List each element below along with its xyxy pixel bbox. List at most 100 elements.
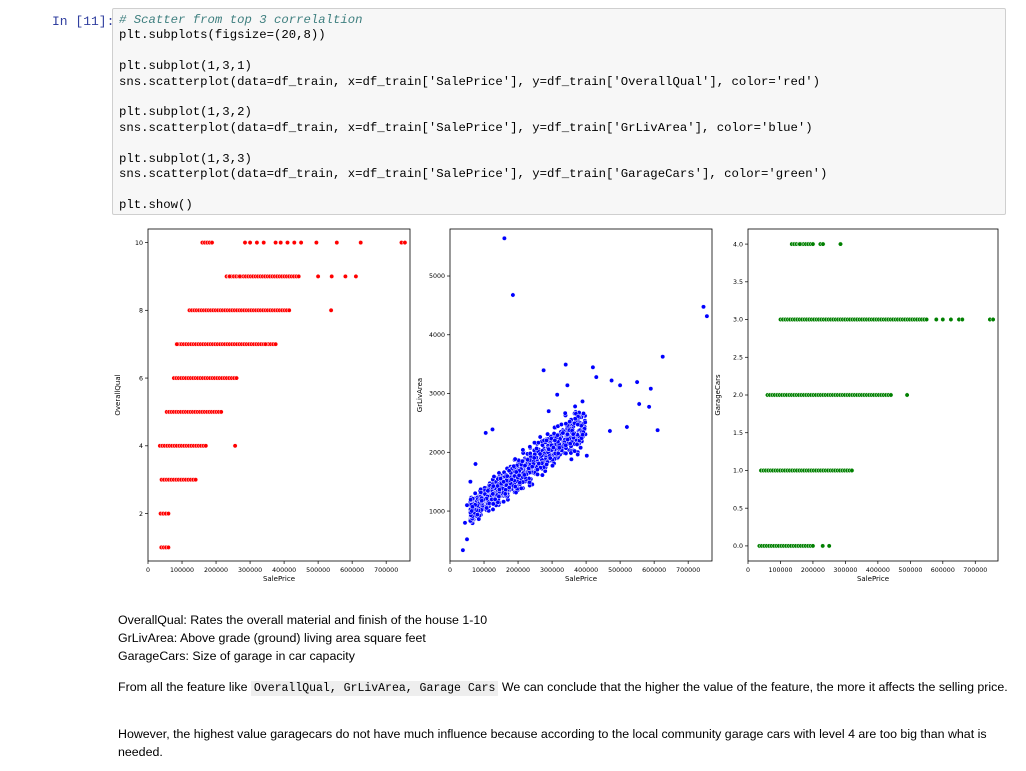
data-point [574, 441, 580, 447]
data-point [484, 505, 490, 511]
inline-code: OverallQual, GrLivArea, Garage Cars [250, 681, 499, 696]
data-point [254, 240, 260, 246]
code-line: sns.scatterplot(data=df_train, x=df_trai… [119, 120, 813, 135]
x-tick-label: 700000 [963, 567, 987, 574]
markdown-note: However, the highest value garagecars do… [118, 727, 987, 759]
data-point [535, 471, 540, 477]
data-point [462, 520, 468, 526]
data-point [581, 411, 586, 416]
code-line: # Scatter from top 3 correlaltion [119, 13, 363, 27]
data-point [546, 446, 552, 452]
data-point [358, 240, 364, 246]
data-point [580, 398, 585, 404]
code-editor[interactable]: # Scatter from top 3 correlaltion plt.su… [119, 13, 827, 213]
markdown-conclusion: From all the feature like OverallQual, G… [118, 678, 1008, 698]
data-point [624, 424, 630, 430]
data-point [531, 455, 537, 461]
y-tick-label: 2000 [429, 449, 445, 456]
data-point [510, 292, 516, 298]
x-tick-label: 500000 [608, 567, 632, 574]
code-line: plt.subplot(1,3,3) [119, 151, 252, 166]
data-point [291, 240, 297, 246]
data-point [474, 512, 480, 518]
data-point [520, 447, 526, 453]
x-tick-label: 400000 [866, 567, 890, 574]
data-point [593, 374, 599, 380]
definition-overallqual: OverallQual: Rates the overall material … [118, 613, 488, 627]
data-point [582, 419, 588, 425]
x-tick-label: 200000 [506, 567, 530, 574]
y-tick-label: 2.0 [733, 392, 743, 399]
data-point [990, 317, 996, 322]
data-point [572, 403, 578, 409]
data-point [568, 456, 574, 462]
y-tick-label: 2.5 [733, 354, 743, 361]
data-point [512, 484, 518, 490]
x-tick-label: 600000 [931, 567, 955, 574]
data-point [590, 364, 596, 370]
data-point [165, 544, 171, 550]
data-point [556, 445, 562, 451]
data-point [534, 467, 540, 473]
data-point [313, 240, 319, 246]
data-point [334, 240, 340, 246]
data-point [490, 483, 496, 489]
x-tick-label: 100000 [768, 567, 792, 574]
data-point [218, 409, 224, 415]
data-point [529, 464, 535, 470]
data-point [547, 455, 553, 461]
data-point [501, 235, 507, 241]
data-point [537, 434, 543, 440]
plot-frame [449, 228, 713, 562]
data-point [563, 450, 569, 456]
x-tick-label: 300000 [833, 567, 857, 574]
output-figure: 0 100000 200000 300000 400000 500000 600000 700… [112, 222, 1006, 594]
data-point [467, 479, 473, 485]
data-point [464, 502, 470, 508]
y-tick-label: 4000 [429, 332, 445, 339]
data-point [262, 341, 268, 347]
data-point [904, 392, 910, 398]
conclusion-text-start: From all the feature like [118, 680, 251, 694]
y-tick-label: 4.0 [733, 241, 743, 248]
y-tick-label: 1.0 [733, 468, 743, 475]
data-point [478, 489, 484, 495]
data-point [342, 273, 348, 279]
data-point [537, 451, 543, 457]
data-point [513, 469, 519, 475]
data-point [558, 422, 564, 427]
data-point [506, 468, 512, 474]
data-point [924, 317, 930, 322]
data-point [353, 273, 359, 279]
x-tick-label: 400000 [574, 567, 598, 574]
data-point [490, 491, 496, 497]
data-point [509, 476, 515, 482]
data-point [469, 504, 475, 510]
data-point [648, 386, 654, 392]
x-axis-label: SalePrice [263, 575, 295, 583]
data-point [820, 241, 826, 247]
y-tick-label: 1.5 [733, 430, 743, 437]
x-tick-label: 0 [448, 567, 452, 574]
data-point [464, 536, 470, 542]
x-tick-label: 300000 [238, 567, 262, 574]
x-tick-label: 500000 [898, 567, 922, 574]
data-point [570, 431, 576, 437]
x-tick-label: 600000 [642, 567, 666, 574]
data-point [888, 392, 894, 398]
x-tick-label: 600000 [340, 567, 364, 574]
data-point [473, 461, 478, 467]
data-point [513, 490, 519, 495]
data-point [511, 463, 517, 469]
data-point [545, 431, 551, 437]
data-point [838, 241, 843, 247]
data-point [496, 470, 502, 476]
data-point [555, 450, 561, 456]
x-tick-label: 500000 [306, 567, 330, 574]
data-point [315, 273, 321, 279]
data-point [527, 444, 533, 450]
code-cell[interactable]: # Scatter from top 3 correlaltion plt.su… [112, 8, 1006, 215]
data-point [501, 479, 507, 485]
data-point [273, 240, 279, 246]
data-point [704, 313, 710, 319]
